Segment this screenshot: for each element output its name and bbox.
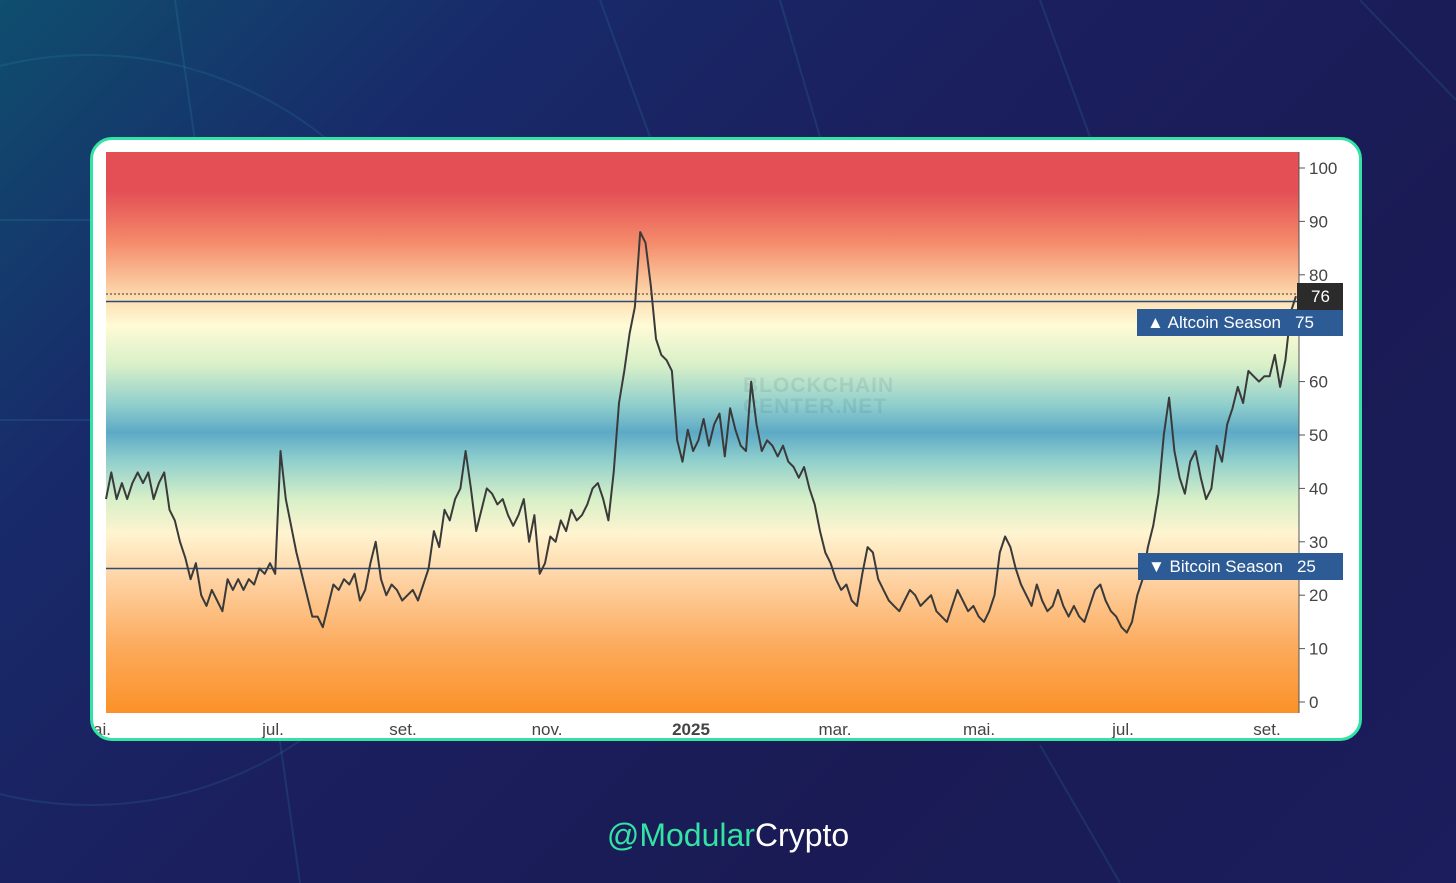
watermark-line-2: CENTER.NET (743, 395, 888, 418)
altcoin-season-chart: 0102030405060708090100 ai.jul.set.nov.20… (93, 152, 1337, 738)
y-tick-label: 50 (1309, 426, 1328, 445)
altcoin-season-value: 75 (1295, 313, 1314, 332)
threshold-lines (106, 300, 1299, 570)
footer-handle: @ModularCrypto (0, 815, 1456, 855)
y-tick-label: 0 (1309, 693, 1318, 712)
altcoin-season-tag: ▲ Altcoin Season 75 (1137, 309, 1343, 336)
x-tick-label: nov. (532, 720, 563, 738)
x-tick-label: mar. (818, 720, 851, 738)
y-tick-label: 100 (1309, 159, 1337, 178)
y-tick-label: 40 (1309, 479, 1328, 498)
x-tick-label: jul. (1111, 720, 1134, 738)
x-tick-label: set. (1253, 720, 1280, 738)
handle-accent: @Modular (606, 817, 755, 853)
plot-background (106, 152, 1299, 713)
x-tick-label: 2025 (672, 720, 710, 738)
y-tick-label: 60 (1309, 373, 1328, 392)
x-tick-label: set. (389, 720, 416, 738)
handle-rest: Crypto (754, 817, 850, 853)
y-axis-ticks: 0102030405060708090100 (1299, 159, 1337, 712)
y-tick-label: 20 (1309, 586, 1328, 605)
bitcoin-season-label: ▼ Bitcoin Season (1148, 557, 1283, 576)
x-tick-label: mai. (963, 720, 995, 738)
x-axis-ticks: ai. jul. set. nov. 2025 mar. mai. jul. set. (93, 720, 1281, 738)
y-tick-label: 10 (1309, 640, 1328, 659)
index-series-line (105, 231, 1297, 634)
bitcoin-season-tag: ▼ Bitcoin Season 25 (1138, 553, 1343, 580)
y-tick-label: 30 (1309, 533, 1328, 552)
altcoin-season-label: ▲ Altcoin Season (1147, 313, 1282, 332)
x-tick-label: jul. (261, 720, 284, 738)
current-value-badge: 76 (1297, 283, 1343, 310)
watermark-line-1: BLOCKCHAIN (743, 374, 895, 397)
watermark: BLOCKCHAIN CENTER.NET (743, 375, 894, 417)
bitcoin-season-value: 25 (1296, 557, 1316, 576)
y-tick-label: 90 (1309, 212, 1328, 231)
x-tick-label: ai. (93, 720, 111, 738)
chart-card: 0102030405060708090100 ai.jul.set.nov.20… (90, 137, 1362, 741)
y-tick-label: 80 (1309, 266, 1328, 285)
